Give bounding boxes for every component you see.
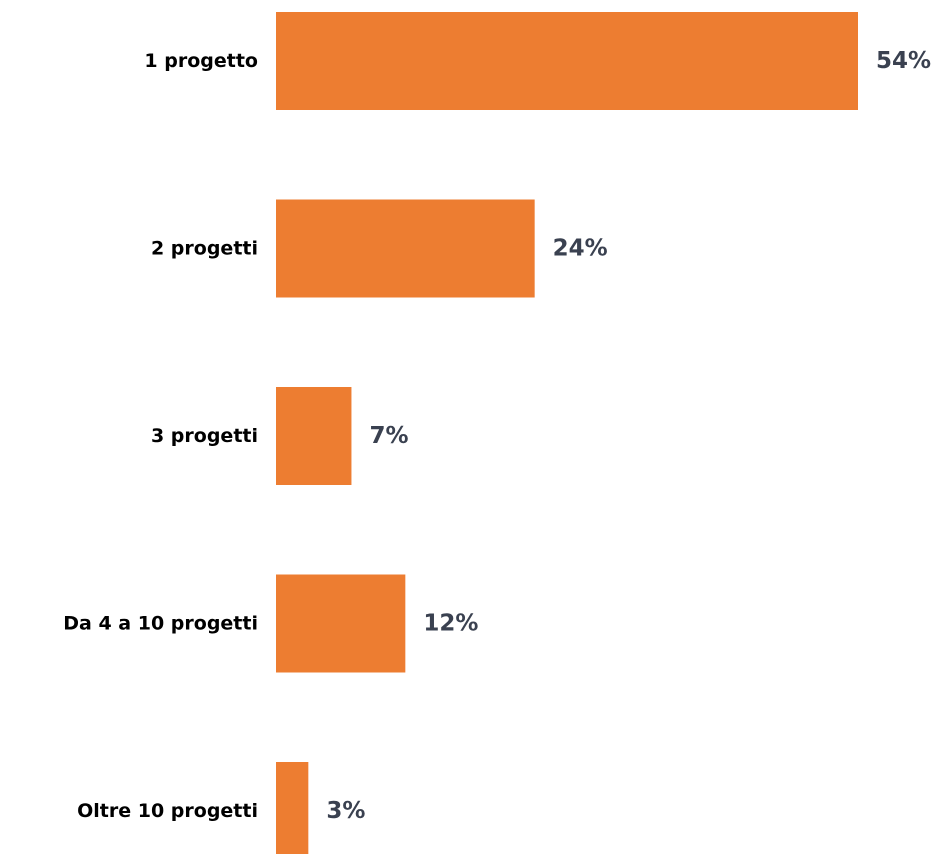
bar	[276, 12, 858, 110]
bar	[276, 574, 406, 673]
bar	[276, 762, 309, 854]
value-label: 7%	[369, 423, 408, 449]
category-label: 1 progetto	[144, 50, 258, 72]
bar	[276, 387, 352, 485]
value-label: 24%	[553, 236, 608, 262]
category-labels: 1 progetto 2 progetti 3 progetti Da 4 a 10 …	[63, 50, 258, 822]
category-label: 2 progetti	[151, 238, 258, 260]
category-label: Oltre 10 progetti	[77, 800, 258, 822]
category-label: 3 progetti	[151, 425, 258, 447]
category-label: Da 4 a 10 progetti	[63, 613, 258, 635]
value-label: 54%	[876, 48, 931, 74]
value-label: 12%	[423, 611, 478, 637]
value-label: 3%	[326, 798, 365, 824]
bar	[276, 199, 535, 298]
value-labels: 54% 24% 7% 12% 3%	[326, 48, 931, 824]
bars-layer	[276, 12, 858, 854]
